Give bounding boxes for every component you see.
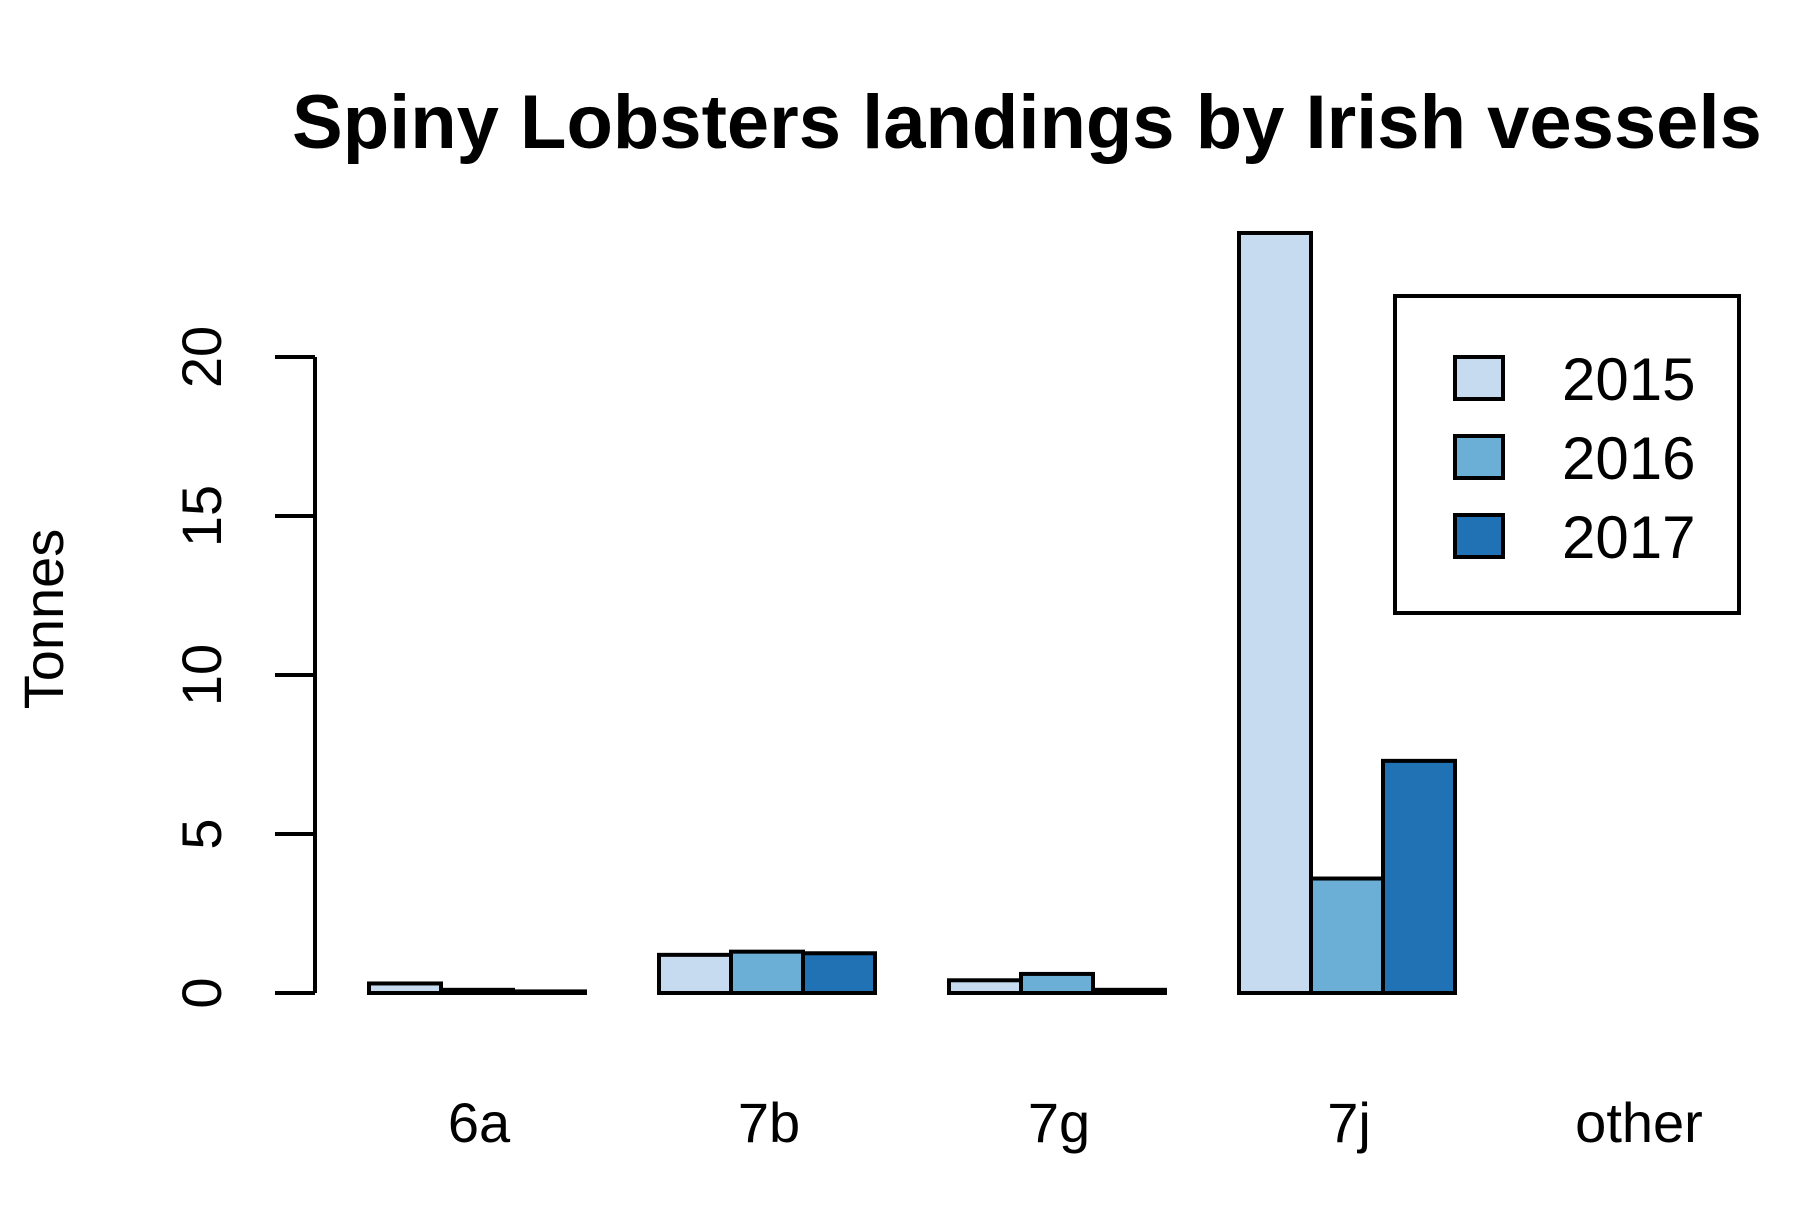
category-label-other: other [1575,1091,1703,1154]
bar-7g-2015 [947,978,1023,996]
y-tick-label: 5 [170,818,233,849]
y-tick-label: 10 [170,644,233,706]
bar-7j-2017 [1381,758,1457,995]
bar-7b-2015 [657,952,733,996]
y-tick-label: 15 [170,485,233,547]
y-tick-label: 0 [170,977,233,1008]
bar-7b-2017 [801,951,877,995]
bars [367,230,1457,996]
legend: 2015 2016 2017 [1393,294,1741,615]
category-label-7j: 7j [1327,1091,1371,1154]
category-label-7b: 7b [738,1091,800,1154]
legend-label-2015: 2015 [1562,346,1695,413]
y-axis: 0 5 10 15 20 [170,326,317,1009]
legend-box [1393,294,1741,615]
bar-6a-2015 [367,981,443,996]
legend-label-2017: 2017 [1562,504,1695,571]
bar-7j-2016 [1309,876,1385,996]
bar-7b-2016 [729,949,805,995]
bar-7g-2016 [1019,971,1095,995]
bar-7g-2017 [1091,987,1167,996]
legend-swatch-2017 [1453,513,1505,559]
legend-swatch-2015 [1453,355,1505,401]
chart-title: Spiny Lobsters landings by Irish vessels [292,80,1762,165]
category-label-6a: 6a [448,1091,511,1154]
legend-swatch-2016 [1453,434,1505,480]
category-labels: 6a 7b 7g 7j other [448,1091,1703,1154]
bar-6a-2017 [511,989,587,995]
bar-7j-2015 [1237,230,1313,996]
category-label-7g: 7g [1028,1091,1090,1154]
legend-label-2016: 2016 [1562,425,1695,492]
bar-6a-2016 [439,987,515,996]
y-axis-label: Tonnes [12,529,75,710]
y-tick-label: 20 [170,326,233,388]
